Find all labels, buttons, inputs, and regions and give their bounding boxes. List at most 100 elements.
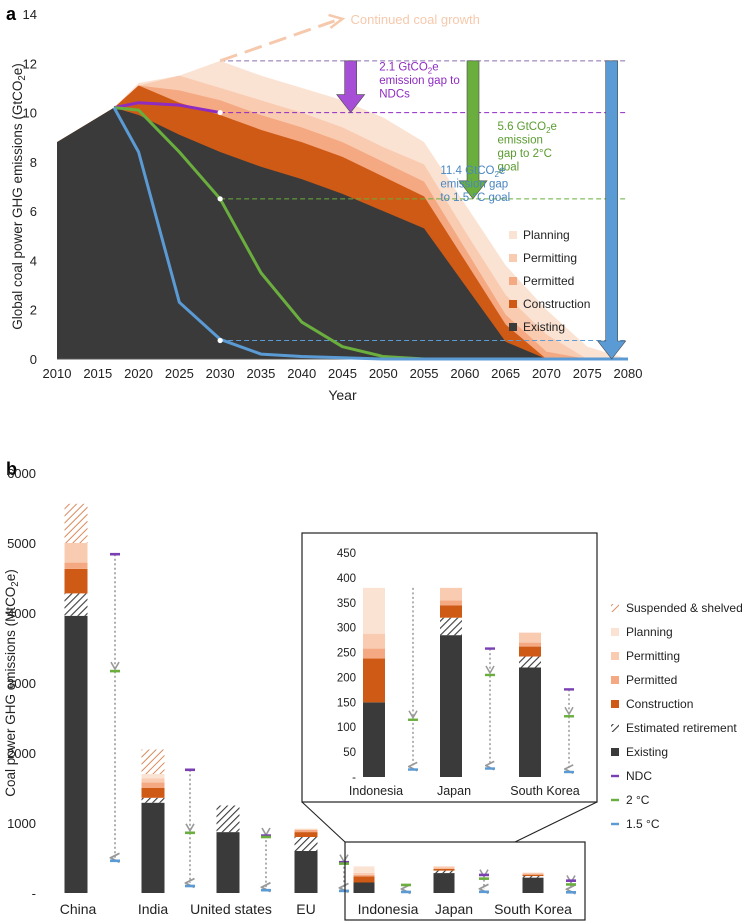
b-legend-swatch-existing — [611, 748, 619, 756]
bar-united-states-estimated-retirement — [216, 805, 240, 833]
y-tick-12: 12 — [23, 56, 37, 71]
b-legend-label-suspended-shelved: Suspended & shelved — [626, 601, 743, 615]
bar-south-korea-permitted — [522, 874, 544, 875]
bar-united-states-existing — [216, 832, 240, 893]
b-legend-swatch-estimated-retirement — [611, 724, 619, 732]
pathway-line-1-5-c — [112, 106, 628, 361]
bar-china-estimated-retirement — [64, 593, 88, 616]
x-tick-2050: 2050 — [369, 366, 398, 381]
bar-india-suspended-shelved — [141, 749, 165, 774]
pathway-line-ndcs — [113, 101, 221, 115]
b-x-tick-japan: Japan — [435, 901, 473, 917]
legend-swatch-permitting — [509, 254, 517, 262]
main-mid-arrow-japan — [479, 869, 489, 879]
legend-label-construction: Construction — [523, 297, 590, 311]
legend-swatch-planning — [509, 231, 517, 239]
inset-y-tick-0: - — [352, 772, 356, 784]
inset-y-tick-150: 150 — [337, 697, 356, 709]
bar-india-estimated-retirement — [141, 797, 165, 803]
bar-japan-construction — [433, 868, 455, 871]
b-y-tick-0: - — [32, 886, 36, 901]
legend-swatch-existing — [509, 323, 517, 331]
gap-arrow-2 — [458, 60, 488, 200]
inset-bar-japan-permitted — [440, 600, 462, 606]
inset-y-tick-450: 450 — [337, 548, 356, 560]
main-mid-arrow-eu — [339, 854, 349, 864]
pathway-marker — [217, 196, 223, 202]
gap-label-2-line-1: 5.6 GtCO2e — [497, 121, 556, 135]
b-y-tick-2000: 2000 — [7, 746, 36, 761]
inset-bar-indonesia-planning — [363, 587, 385, 634]
x-tick-2020: 2020 — [124, 366, 153, 381]
inset-y-tick-400: 400 — [337, 573, 356, 585]
inset-bar-japan-estimated-retirement — [440, 617, 462, 636]
bar-india-permitted — [141, 782, 165, 788]
b-x-tick-south-korea: South Korea — [494, 901, 572, 917]
bar-china-existing — [64, 615, 88, 893]
panel-b-chart: - 1000 2000 3000 4000 5000 6000 Coal power GHG … — [3, 466, 743, 921]
bar-china-construction — [64, 568, 88, 594]
inset-y-tick-350: 350 — [337, 598, 356, 610]
bar-eu-permitting — [294, 829, 318, 830]
bar-eu-existing — [294, 851, 318, 893]
bar-japan-existing — [433, 873, 455, 893]
main-mid-arrow-united-states — [261, 827, 271, 837]
bar-india-construction — [141, 788, 165, 798]
y-tick-2: 2 — [30, 303, 37, 318]
y-tick-10: 10 — [23, 106, 37, 121]
inset-bar-japan-existing — [440, 635, 462, 777]
inset-y-tick-300: 300 — [337, 623, 356, 635]
x-tick-2070: 2070 — [532, 366, 561, 381]
b-legend-label-planning: Planning — [626, 625, 673, 639]
inset-x-tick-south-korea: South Korea — [510, 784, 580, 798]
b-legend-label-ndc: NDC — [626, 769, 652, 783]
inset-bar-south-korea-permitting — [519, 632, 541, 643]
legend-label-permitted: Permitted — [523, 274, 574, 288]
bar-indonesia-permitted — [353, 874, 375, 877]
bar-eu-construction — [294, 832, 318, 837]
gap-label-3-line-2: emission gap — [440, 179, 508, 191]
growth-arrow-head — [328, 13, 346, 29]
inset-y-tick-250: 250 — [337, 648, 356, 660]
bar-china-permitting — [64, 543, 88, 563]
legend-label-permitting: Permitting — [523, 251, 577, 265]
b-x-tick-china: China — [60, 901, 97, 917]
legend-swatch-construction — [509, 300, 517, 308]
y-tick-8: 8 — [30, 155, 37, 170]
bar-indonesia-permitting — [353, 872, 375, 875]
gap-label-2-line-3: gap to 2°C — [497, 148, 551, 160]
inset-bar-indonesia-permitting — [363, 633, 385, 649]
main-mid-arrow-india — [185, 823, 195, 833]
bar-eu-planning — [294, 828, 318, 830]
bar-japan-estimated-retirement — [433, 870, 455, 874]
bar-japan-permitted — [433, 868, 455, 869]
y-axis-label: Global coal power GHG emissions (GtCO2e) — [10, 63, 28, 330]
gap-arrow-1 — [336, 60, 366, 114]
inset-y-tick-50: 50 — [343, 747, 356, 759]
b-legend-label-permitting: Permitting — [626, 649, 680, 663]
x-tick-2040: 2040 — [287, 366, 316, 381]
bar-china-suspended-shelved — [64, 503, 88, 543]
b-legend-label-estimated-retirement: Estimated retirement — [626, 721, 737, 735]
area-existing — [57, 107, 628, 360]
inset-bar-indonesia-construction — [363, 658, 385, 703]
x-tick-2075: 2075 — [573, 366, 602, 381]
b-legend-swatch-suspended-shelved — [611, 604, 619, 612]
b-y-tick-6000: 6000 — [7, 466, 36, 481]
gap-label-3-line-1: 11.4 GtCO2e — [440, 165, 505, 179]
b-legend-label-construction: Construction — [626, 697, 693, 711]
y-tick-0: 0 — [30, 352, 37, 367]
inset-connector-left — [301, 801, 346, 843]
gap-label-1-line-3: NDCs — [379, 89, 410, 101]
inset-mid-arrow-japan — [485, 665, 495, 675]
bar-south-korea-estimated-retirement — [522, 876, 544, 878]
b-x-tick-united-states: United states — [190, 901, 272, 917]
bar-south-korea-existing — [522, 877, 544, 893]
growth-arrow-label: Continued coal growth — [351, 12, 480, 27]
b-y-tick-3000: 3000 — [7, 676, 36, 691]
inset-bar-south-korea-existing — [519, 667, 541, 777]
bar-india-permitting — [141, 778, 165, 783]
b-y-tick-4000: 4000 — [7, 606, 36, 621]
b-y-tick-5000: 5000 — [7, 536, 36, 551]
x-axis-label: Year — [328, 387, 357, 403]
